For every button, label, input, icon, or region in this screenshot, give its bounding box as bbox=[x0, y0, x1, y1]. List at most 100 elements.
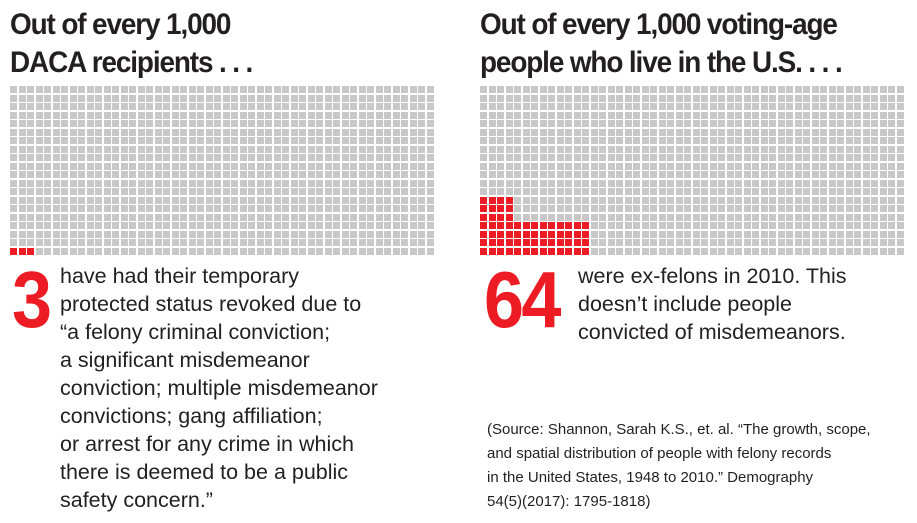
unit bbox=[769, 120, 776, 127]
unit bbox=[735, 188, 742, 195]
unit bbox=[392, 179, 400, 187]
unit bbox=[641, 239, 649, 246]
unit bbox=[163, 137, 170, 144]
unit bbox=[358, 111, 366, 119]
unit bbox=[171, 247, 179, 255]
unit bbox=[794, 230, 802, 238]
unit bbox=[256, 120, 264, 127]
unit bbox=[582, 145, 589, 153]
unit bbox=[205, 171, 213, 178]
unit bbox=[803, 230, 810, 238]
unit bbox=[488, 94, 496, 102]
unit bbox=[137, 171, 145, 178]
unit bbox=[27, 128, 34, 136]
unit bbox=[862, 86, 870, 93]
unit bbox=[888, 103, 895, 110]
unit bbox=[188, 179, 196, 187]
unit bbox=[752, 171, 759, 178]
unit bbox=[129, 213, 136, 221]
unit bbox=[307, 196, 315, 204]
unit bbox=[675, 196, 683, 204]
unit bbox=[650, 120, 657, 127]
unit bbox=[607, 162, 615, 170]
unit bbox=[888, 247, 895, 255]
unit bbox=[222, 205, 230, 212]
unit bbox=[590, 128, 598, 136]
unit bbox=[684, 188, 691, 195]
unit bbox=[350, 128, 357, 136]
daca-description-line: protected status revoked due to bbox=[60, 292, 362, 316]
unit bbox=[658, 230, 666, 238]
unit bbox=[573, 154, 581, 161]
unit bbox=[409, 196, 417, 204]
unit bbox=[811, 222, 819, 229]
unit bbox=[392, 145, 400, 153]
unit bbox=[239, 162, 247, 170]
unit bbox=[658, 196, 666, 204]
unit bbox=[565, 94, 572, 102]
unit bbox=[709, 86, 717, 93]
unit bbox=[718, 94, 725, 102]
unit bbox=[18, 128, 26, 136]
unit bbox=[333, 239, 340, 246]
unit bbox=[205, 196, 213, 204]
unit bbox=[282, 213, 289, 221]
unit bbox=[505, 94, 513, 102]
unit bbox=[86, 247, 94, 255]
unit bbox=[401, 239, 408, 246]
unit bbox=[137, 86, 145, 93]
unit bbox=[35, 128, 43, 136]
unit bbox=[616, 128, 623, 136]
unit bbox=[879, 230, 887, 238]
unit bbox=[811, 171, 819, 178]
unit bbox=[599, 230, 606, 238]
unit bbox=[828, 154, 836, 161]
unit bbox=[120, 171, 128, 178]
unit bbox=[837, 145, 844, 153]
unit bbox=[624, 120, 632, 127]
unit bbox=[307, 111, 315, 119]
unit bbox=[828, 103, 836, 110]
unit bbox=[239, 111, 247, 119]
unit bbox=[522, 171, 530, 178]
unit bbox=[692, 171, 700, 178]
unit bbox=[248, 213, 255, 221]
unit bbox=[61, 154, 68, 161]
unit bbox=[709, 137, 717, 144]
unit bbox=[684, 120, 691, 127]
unit bbox=[129, 145, 136, 153]
unit bbox=[307, 154, 315, 161]
unit bbox=[163, 222, 170, 229]
unit bbox=[760, 239, 768, 246]
unit bbox=[61, 137, 68, 144]
unit bbox=[718, 205, 725, 212]
unit bbox=[718, 188, 725, 195]
unit bbox=[599, 205, 606, 212]
unit bbox=[769, 111, 776, 119]
unit bbox=[18, 120, 26, 127]
unit bbox=[265, 179, 272, 187]
unit bbox=[231, 222, 238, 229]
unit bbox=[667, 103, 674, 110]
unit bbox=[828, 205, 836, 212]
unit bbox=[888, 94, 895, 102]
unit bbox=[61, 120, 68, 127]
unit bbox=[650, 239, 657, 246]
unit bbox=[120, 222, 128, 229]
unit bbox=[103, 154, 111, 161]
unit bbox=[205, 137, 213, 144]
unit bbox=[684, 222, 691, 229]
unit bbox=[35, 205, 43, 212]
unit bbox=[488, 162, 496, 170]
unit bbox=[188, 205, 196, 212]
unit bbox=[44, 171, 51, 178]
unit bbox=[879, 120, 887, 127]
unit bbox=[692, 137, 700, 144]
unit bbox=[845, 239, 853, 246]
unit bbox=[548, 154, 555, 161]
unit bbox=[290, 86, 298, 93]
unit bbox=[180, 128, 187, 136]
unit bbox=[367, 120, 374, 127]
unit bbox=[624, 179, 632, 187]
highlighted-unit bbox=[539, 239, 547, 246]
